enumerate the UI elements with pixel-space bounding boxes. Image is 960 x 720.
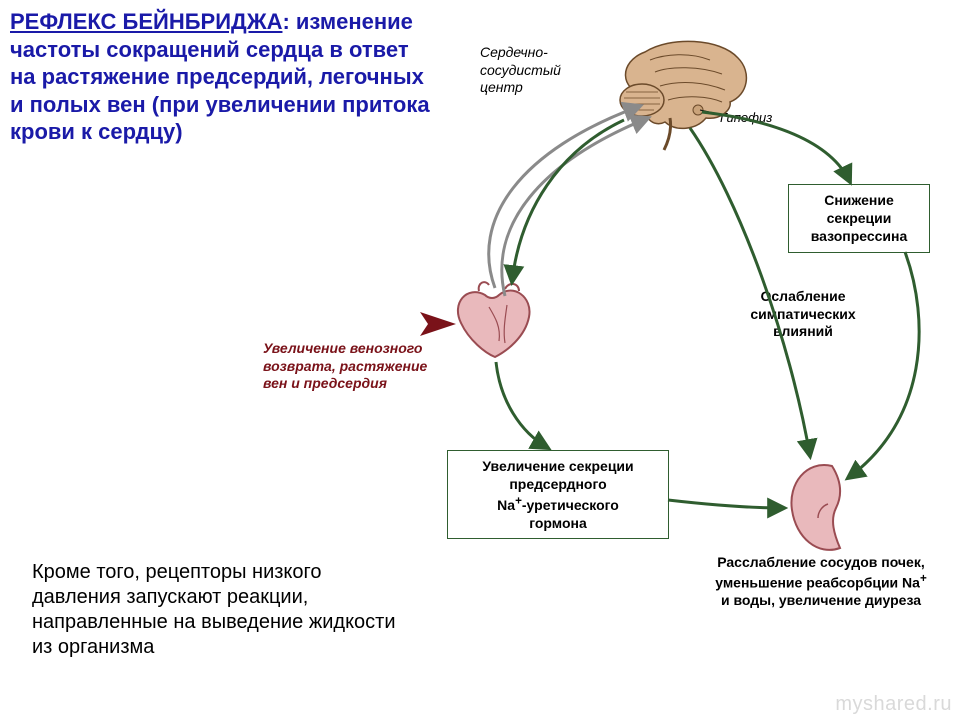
paragraph-bottom: Кроме того, рецепторы низкого давления з… [32, 560, 412, 660]
arrow-anp-to-kidney [668, 500, 784, 508]
watermark: myshared.ru [835, 693, 952, 716]
box-anp: Увеличение секреции предсердного Na+-уре… [447, 450, 669, 539]
box-anp-line1: Увеличение секреции [482, 458, 633, 474]
label-pituitary: Гипофиз [720, 110, 772, 126]
title-bold: РЕФЛЕКС БЕЙНБРИДЖА [10, 9, 282, 34]
title-block: РЕФЛЕКС БЕЙНБРИДЖА: изменение частоты со… [10, 8, 430, 146]
red-arrow-icon [420, 312, 456, 336]
label-cv-center: Сердечно- сосудистый центр [480, 44, 600, 97]
box-anp-line3: Na+-уретического [497, 497, 619, 513]
label-sympathetic: Ослабление симпатических влияний [718, 288, 888, 341]
box-anp-line4: гормона [529, 515, 587, 531]
arrow-heart-to-anp [496, 362, 548, 448]
label-kidney: Расслабление сосудов почек,уменьшение ре… [696, 554, 946, 609]
arrow-vaso-to-kidney [848, 252, 919, 478]
arrow-afferent-1 [489, 106, 640, 288]
label-venous: Увеличение венозного возврата, растяжени… [263, 340, 473, 393]
brain-icon [620, 41, 746, 150]
kidney-icon [791, 465, 840, 550]
arrow-brain-to-heart [512, 120, 624, 282]
arrow-afferent-2 [502, 118, 648, 296]
box-vasopressin: Снижение секреции вазопрессина [788, 184, 930, 253]
box-anp-line2: предсердного [509, 476, 606, 492]
